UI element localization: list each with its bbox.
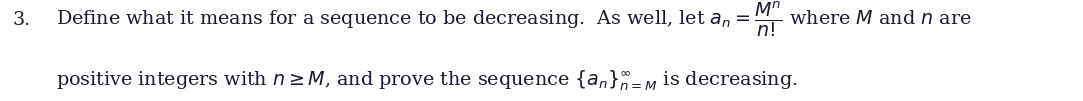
Text: positive integers with $n \geq M$, and prove the sequence $\{a_n\}_{n=M}^{\infty: positive integers with $n \geq M$, and p… (56, 69, 798, 93)
Text: Define what it means for a sequence to be decreasing.  As well, let $a_n = \dfra: Define what it means for a sequence to b… (56, 0, 973, 39)
Text: 3.: 3. (13, 11, 31, 29)
